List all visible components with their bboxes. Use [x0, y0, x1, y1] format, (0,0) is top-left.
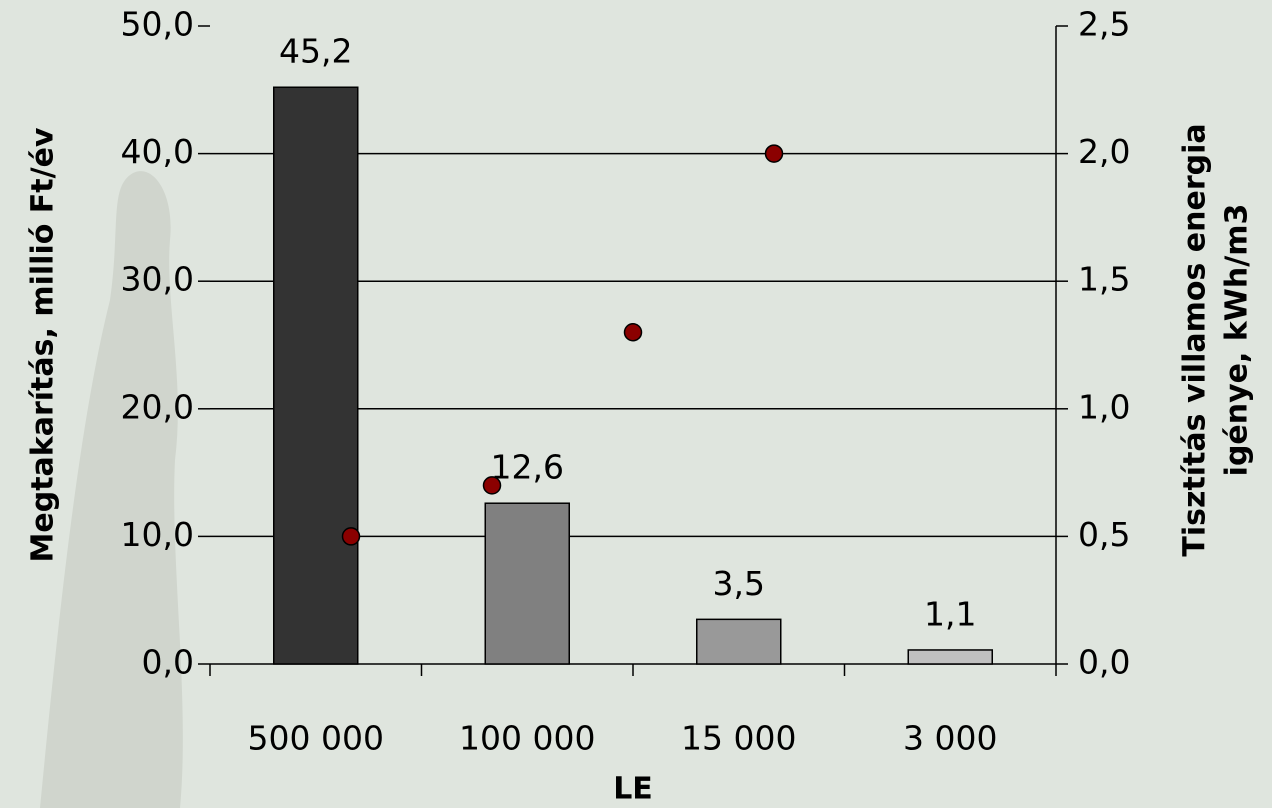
- y-tick-label: 30,0: [121, 260, 194, 299]
- x-axis-title: LE: [613, 772, 653, 807]
- background-silhouette: [40, 171, 183, 808]
- scatter-point: [341, 527, 361, 546]
- y2-tick-label: 2,0: [1078, 132, 1130, 171]
- scatter-point: [482, 476, 502, 495]
- y2-tick-label: 1,0: [1078, 387, 1130, 426]
- y-tick-label: 40,0: [121, 132, 194, 171]
- y2-tick-label: 1,5: [1078, 260, 1130, 299]
- y-tick-label: 50,0: [121, 5, 194, 44]
- y2-axis-title: Tisztítás villamos energia: [1178, 123, 1213, 556]
- y-axis-title: Megtakarítás, millió Ft/év: [26, 127, 61, 562]
- bar: [484, 502, 570, 665]
- value-label: 3,5: [713, 564, 765, 603]
- scatter-point: [623, 322, 643, 342]
- y-tick-label: 10,0: [121, 515, 194, 554]
- value-label: 12,6: [491, 448, 564, 487]
- bar: [907, 649, 993, 665]
- x-tick-label: 3 000: [903, 719, 997, 758]
- x-tick-label: 100 000: [459, 719, 595, 758]
- y2-tick-label: 0,0: [1078, 643, 1130, 682]
- bar: [696, 618, 782, 665]
- y2-tick-label: 0,5: [1078, 515, 1130, 554]
- y2-tick-label: 2,5: [1078, 5, 1130, 44]
- value-label: 45,2: [279, 32, 352, 71]
- x-tick-label: 15 000: [681, 719, 796, 758]
- bar: [273, 86, 359, 665]
- y-tick-label: 0,0: [142, 643, 194, 682]
- value-label: 1,1: [924, 594, 976, 633]
- scatter-point: [764, 144, 784, 163]
- y-tick-label: 20,0: [121, 387, 194, 426]
- y2-axis-title: igénye, kWh/m3: [1220, 204, 1255, 477]
- x-tick-label: 500 000: [248, 719, 384, 758]
